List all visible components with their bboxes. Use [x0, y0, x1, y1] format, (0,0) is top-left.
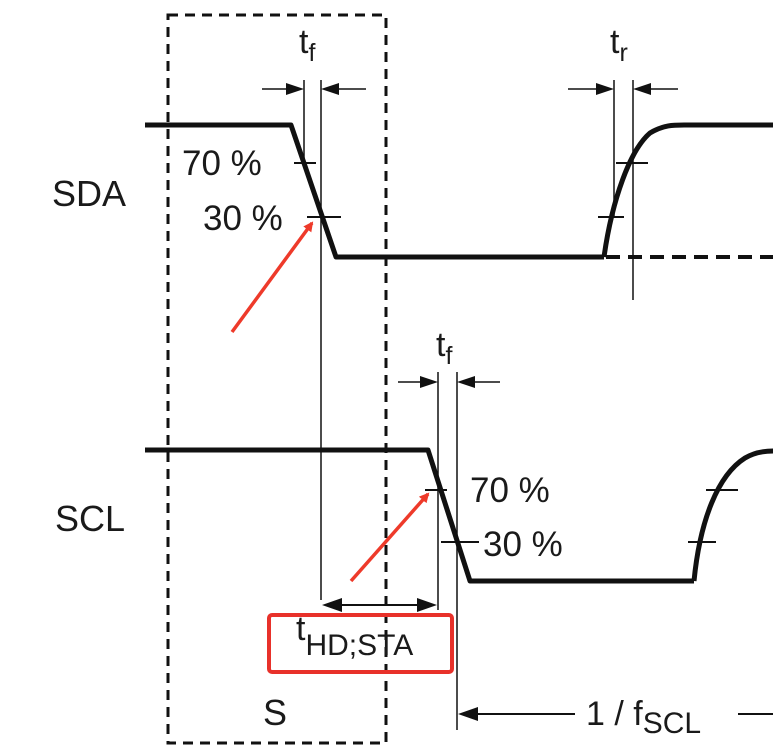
scl-30-label: 30 % [483, 525, 563, 564]
start-condition-box [166, 13, 388, 745]
hold-time-label: tHD;STA [296, 610, 413, 662]
sda-label: SDA [52, 173, 126, 214]
scl-tf-label: tf [436, 326, 452, 370]
sda-tf-arrow-right [321, 83, 339, 95]
sda-30-label: 30 % [203, 199, 283, 238]
scl-70-label: 70 % [470, 471, 550, 510]
hold-time-arrow-right [417, 598, 437, 612]
sda-tf-arrow-left [286, 83, 304, 95]
start-condition-label: S [263, 692, 287, 733]
red-arrow-scl [349, 492, 430, 583]
scl-waveform [145, 447, 694, 584]
hold-time-arrow-left [322, 598, 342, 612]
scl-tf-arrow-right [457, 376, 475, 388]
sda-70-label: 70 % [182, 144, 262, 183]
sda-rising-edge [601, 122, 773, 258]
sda-tr-arrow-left [596, 83, 614, 95]
red-arrow-sda [230, 221, 314, 334]
scl-tf-arrow-left [420, 376, 438, 388]
sda-tr-arrow-right [633, 83, 651, 95]
hold-time-highlight-box [267, 613, 454, 674]
period-arrow-head [458, 707, 478, 721]
scl-label: SCL [55, 498, 125, 539]
period-label: 1 / fSCL [586, 695, 701, 740]
scl-rising-edge [691, 448, 773, 582]
sda-tr-label: tr [610, 23, 628, 67]
sda-tf-label: tf [299, 23, 315, 67]
sda-waveform [145, 122, 604, 260]
